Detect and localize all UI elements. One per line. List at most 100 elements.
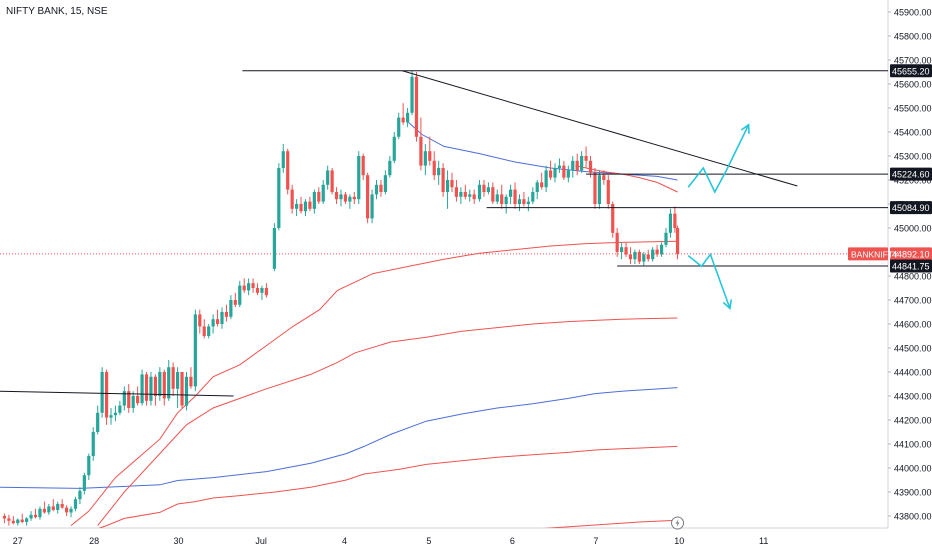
candle-body — [588, 160, 593, 173]
candle-body — [29, 514, 33, 519]
candle-body — [38, 508, 42, 518]
price-label-text: 44841.75 — [892, 261, 930, 271]
candle — [118, 400, 122, 416]
last-price-label: 44892.10 — [890, 247, 932, 261]
price-label-text: 45655.20 — [892, 66, 930, 76]
candle-body — [486, 187, 490, 192]
y-tick-label: 45500.00 — [894, 104, 932, 114]
candle — [637, 249, 641, 264]
candle — [352, 192, 356, 204]
candle-body — [171, 367, 175, 389]
candle — [96, 405, 100, 435]
candle — [432, 151, 436, 180]
candle-body — [459, 192, 463, 197]
candle-body — [668, 213, 673, 233]
candle-body — [162, 372, 166, 399]
candle — [463, 184, 467, 200]
candle — [357, 151, 361, 204]
candle — [180, 372, 184, 408]
y-tick-label: 44600.00 — [894, 320, 932, 330]
candle-body — [109, 415, 113, 418]
candle-body — [504, 196, 508, 204]
candle — [312, 189, 316, 214]
candle-body — [312, 192, 316, 209]
candle — [264, 283, 268, 298]
y-tick-label: 44000.00 — [894, 464, 932, 474]
candle-body — [317, 192, 321, 202]
candle — [272, 223, 276, 272]
candle — [162, 369, 166, 406]
candle — [445, 170, 450, 209]
candle-body — [193, 314, 197, 387]
candle — [410, 70, 414, 116]
candle-body — [445, 180, 450, 192]
candle-body — [281, 151, 285, 168]
candle-body — [264, 288, 268, 296]
candle — [513, 182, 517, 209]
candle — [450, 172, 454, 192]
candle-body — [326, 170, 330, 185]
candle — [198, 309, 202, 334]
event-badge — [671, 516, 685, 530]
candle-body — [628, 254, 633, 260]
moving-average-2 — [97, 317, 678, 526]
candle-body — [158, 372, 162, 396]
candle — [321, 180, 325, 204]
candle — [611, 201, 615, 238]
candle — [251, 278, 255, 293]
candle-body — [423, 151, 427, 166]
candle — [136, 386, 140, 406]
candle — [615, 228, 619, 257]
candle — [224, 304, 229, 322]
candle — [303, 199, 308, 216]
candle-body — [580, 156, 584, 171]
candle-body — [198, 314, 202, 327]
candle — [397, 112, 401, 140]
candle — [38, 506, 42, 520]
candle — [361, 153, 365, 180]
candle-body — [540, 182, 544, 188]
candle — [522, 192, 526, 207]
x-tick-label: 30 — [173, 536, 183, 546]
projection-path — [687, 252, 731, 309]
x-tick-label: 5 — [426, 536, 431, 546]
candle — [401, 103, 405, 125]
candle-body — [410, 76, 414, 113]
y-tick-label: 45400.00 — [894, 128, 932, 138]
candle-body — [437, 168, 441, 176]
candle — [602, 170, 606, 185]
candle — [540, 172, 544, 190]
candle — [317, 187, 321, 204]
candle-body — [229, 300, 233, 317]
candle-body — [69, 508, 73, 513]
candle — [575, 153, 579, 176]
candle — [11, 516, 15, 525]
candle — [158, 367, 162, 401]
y-tick-label: 45800.00 — [894, 32, 932, 42]
candle — [668, 208, 673, 238]
candle-body — [136, 396, 140, 404]
candle-body — [2, 516, 7, 519]
candle-body — [597, 175, 601, 204]
candle — [405, 108, 410, 128]
candle — [383, 170, 387, 195]
candle — [517, 194, 522, 212]
chart-title: NIFTY BANK, 15, NSE — [6, 6, 108, 17]
candle — [584, 146, 588, 168]
candle-body — [321, 184, 325, 202]
candle — [56, 501, 60, 514]
candle-body — [675, 228, 680, 254]
candle-body — [405, 112, 410, 123]
candle-body — [655, 249, 659, 255]
candle — [42, 501, 46, 514]
x-tick-label: 10 — [674, 536, 684, 546]
candle — [286, 148, 290, 195]
candle — [100, 367, 104, 418]
candle — [140, 369, 144, 406]
price-label-text: 45084.90 — [892, 203, 930, 213]
candle — [509, 184, 513, 204]
candle-body — [113, 412, 118, 416]
candle — [308, 196, 312, 212]
y-tick-label: 44300.00 — [894, 392, 932, 402]
